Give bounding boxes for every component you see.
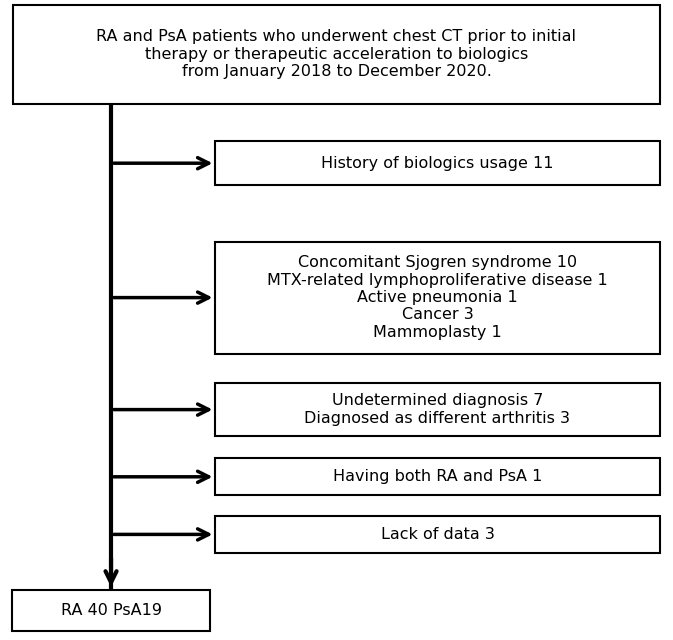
FancyBboxPatch shape bbox=[215, 141, 660, 185]
Text: History of biologics usage 11: History of biologics usage 11 bbox=[321, 156, 554, 171]
Text: Concomitant Sjogren syndrome 10
MTX-related lymphoproliferative disease 1
Active: Concomitant Sjogren syndrome 10 MTX-rela… bbox=[267, 255, 608, 340]
FancyBboxPatch shape bbox=[12, 590, 210, 631]
Text: Having both RA and PsA 1: Having both RA and PsA 1 bbox=[332, 469, 542, 484]
Text: RA and PsA patients who underwent chest CT prior to initial
therapy or therapeut: RA and PsA patients who underwent chest … bbox=[96, 29, 577, 79]
Text: RA 40 PsA19: RA 40 PsA19 bbox=[61, 603, 162, 618]
Text: Lack of data 3: Lack of data 3 bbox=[380, 527, 495, 542]
FancyBboxPatch shape bbox=[215, 383, 660, 436]
Text: Undetermined diagnosis 7
Diagnosed as different arthritis 3: Undetermined diagnosis 7 Diagnosed as di… bbox=[304, 394, 571, 426]
FancyBboxPatch shape bbox=[215, 241, 660, 353]
FancyBboxPatch shape bbox=[215, 516, 660, 553]
FancyBboxPatch shape bbox=[13, 4, 660, 104]
FancyBboxPatch shape bbox=[215, 458, 660, 495]
